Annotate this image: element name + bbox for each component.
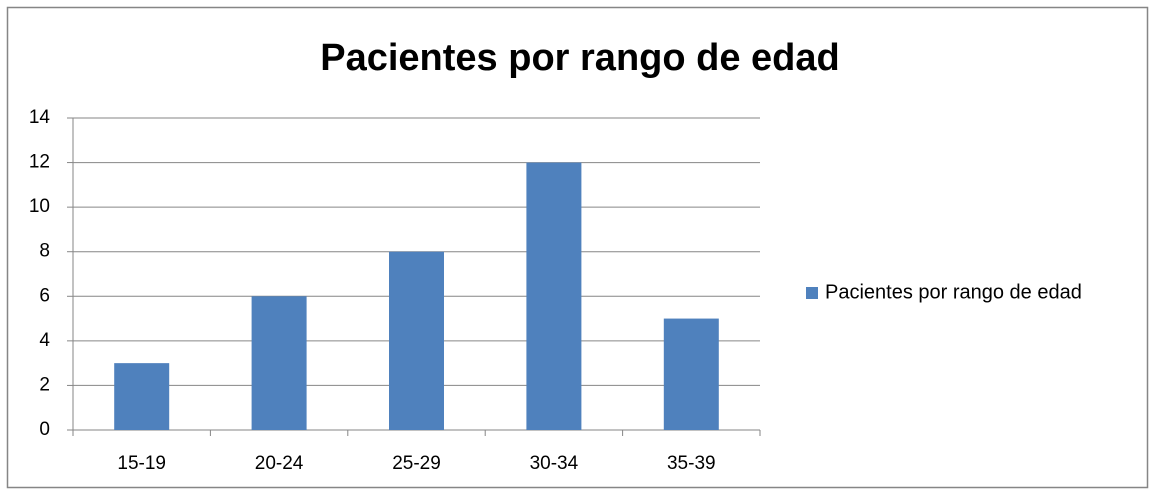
bar <box>114 363 170 430</box>
chart-title: Pacientes por rango de edad <box>320 37 839 79</box>
y-tick-label: 2 <box>39 374 50 395</box>
legend-label: Pacientes por rango de edad <box>825 281 1082 303</box>
y-tick-label: 6 <box>39 285 50 306</box>
bar <box>389 251 444 430</box>
bar <box>251 296 307 430</box>
bar <box>526 162 582 431</box>
x-tick-label: 15-19 <box>117 453 166 474</box>
legend-swatch <box>806 287 818 299</box>
y-tick-label: 12 <box>29 152 50 173</box>
y-tick-label: 4 <box>39 330 50 351</box>
bar <box>663 318 719 430</box>
x-tick-label: 25-29 <box>392 453 441 474</box>
y-tick-label: 14 <box>29 107 51 128</box>
y-tick-label: 8 <box>39 241 50 262</box>
x-tick-label: 35-39 <box>667 453 716 474</box>
y-tick-label: 10 <box>29 196 50 217</box>
y-tick-label: 0 <box>39 419 50 440</box>
x-tick-label: 30-34 <box>530 453 579 474</box>
x-tick-label: 20-24 <box>255 453 304 474</box>
